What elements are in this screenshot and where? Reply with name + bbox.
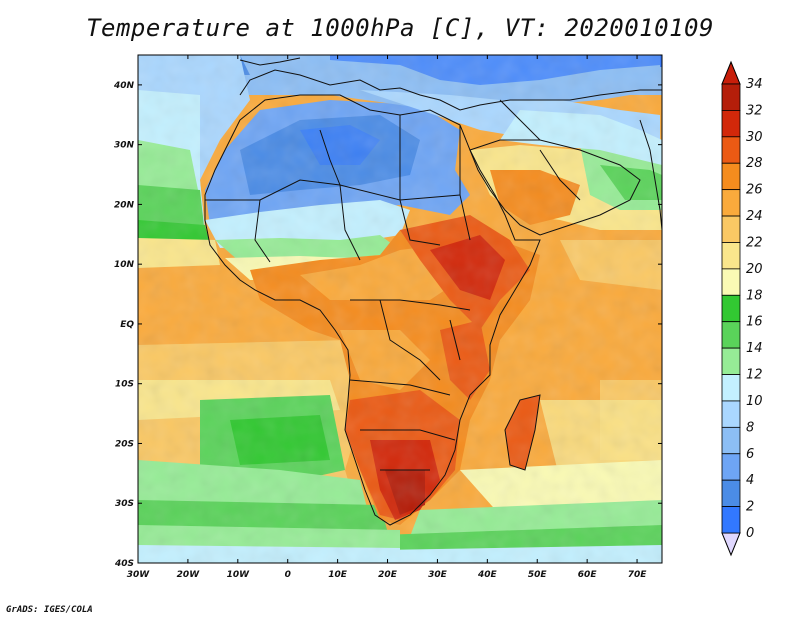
lat-tick-label: 20S [115,439,134,449]
map-frame [137,54,663,564]
credit-text: GrADS: IGES/COLA [6,605,93,615]
colorbar-label: 2 [746,500,754,515]
coastlines [204,57,662,526]
colorbar-box [721,347,741,375]
colorbar-label: 34 [746,77,763,92]
colorbar-box [721,479,741,507]
lon-tick-label: 20E [378,570,398,580]
lon-tick-label: 30W [127,570,151,580]
lon-tick-label: 0 [285,570,291,580]
colorbar-box [721,110,741,138]
lat-tick-label: 30S [115,499,134,509]
colorbar-label: 28 [746,156,763,171]
lon-tick-label: 20W [177,570,201,580]
colorbar-label: 6 [746,447,754,462]
colorbar-box [721,400,741,428]
colorbar-box [721,83,741,111]
colorbar-label: 22 [746,235,763,250]
colorbar-label: 12 [746,368,763,383]
colorbar-label: 16 [746,315,763,330]
colorbar-label: 26 [746,183,763,198]
colorbar-label: 4 [746,473,754,488]
lat-tick-label: 40S [114,559,134,569]
colorbar-box [721,321,741,349]
colorbar-label: 0 [746,526,754,541]
lat-tick-label: 30N [114,141,135,151]
temperature-field [138,55,662,563]
latitude-ticks: 40N 30N 20N 10N EQ 10S 20S 30S 40S [113,81,662,569]
colorbar-label: 30 [746,130,763,145]
colorbar-box [721,426,741,455]
colorbar-box [721,453,741,481]
colorbar-label: 14 [746,341,763,356]
colorbar-label: 24 [746,209,763,224]
colorbar-label: 32 [746,103,763,118]
lat-tick-label: 10N [114,260,135,270]
lon-tick-label: 40E [477,570,498,580]
lon-tick-label: 60E [578,570,598,580]
colorbar-top-arrow [721,60,741,85]
colorbar-label: 18 [746,288,763,303]
lon-tick-label: 30E [428,570,448,580]
colorbar-box [721,506,741,534]
lat-tick-label: 20N [114,200,135,210]
lon-tick-label: 10W [227,570,251,580]
lon-tick-label: 70E [628,570,648,580]
lat-tick-label: 10S [115,380,134,390]
colorbar-label: 8 [746,420,754,435]
colorbar-box [721,215,741,243]
longitude-ticks: 30W 20W 10W 0 10E 20E 30E 40E 50E 60E 70E [127,55,647,580]
lon-tick-label: 50E [528,570,548,580]
colorbar-box [721,374,741,402]
colorbar-box [721,162,741,191]
colorbar-box [721,294,741,323]
lat-tick-label: 40N [113,81,135,91]
chart-title: Temperature at 1000hPa [C], VT: 20200101… [86,14,714,42]
colorbar-box [721,189,741,217]
lat-tick-label: EQ [120,320,134,330]
colorbar-box [721,242,741,270]
lon-tick-label: 10E [328,570,348,580]
colorbar-label: 10 [746,394,763,409]
colorbar-label: 20 [746,262,763,277]
colorbar-box [721,268,741,296]
colorbar-box [721,136,741,164]
colorbar-bottom-arrow [721,532,741,557]
